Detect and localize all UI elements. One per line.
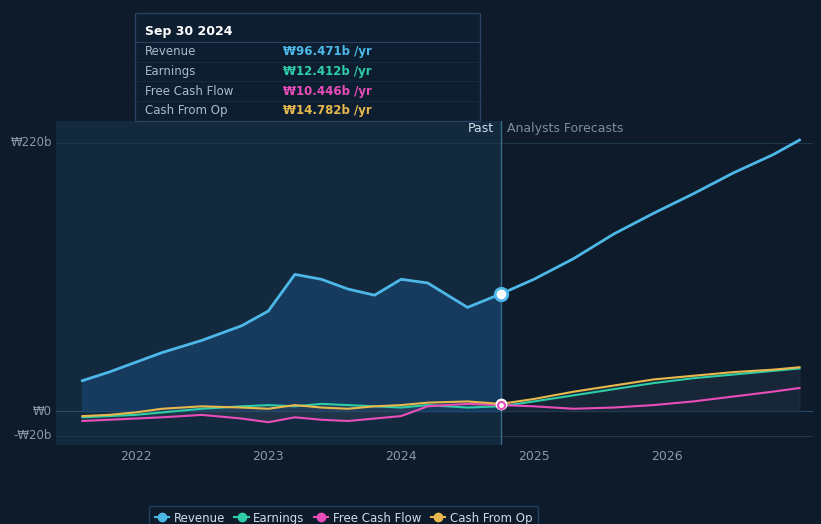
Text: Analysts Forecasts: Analysts Forecasts (507, 122, 624, 135)
Text: -₩20b: -₩20b (14, 429, 52, 442)
Legend: Revenue, Earnings, Free Cash Flow, Cash From Op: Revenue, Earnings, Free Cash Flow, Cash … (149, 506, 538, 524)
Text: ₩10.446b /yr: ₩10.446b /yr (283, 84, 372, 97)
Text: ₩220b: ₩220b (11, 136, 52, 149)
Text: ₩0: ₩0 (33, 405, 52, 418)
Text: Earnings: Earnings (145, 65, 197, 78)
Text: Cash From Op: Cash From Op (145, 104, 227, 117)
Text: Past: Past (468, 122, 494, 135)
Text: ₩12.412b /yr: ₩12.412b /yr (283, 65, 372, 78)
Bar (501, 121, 813, 445)
Text: ₩96.471b /yr: ₩96.471b /yr (283, 45, 372, 58)
Text: ₩14.782b /yr: ₩14.782b /yr (283, 104, 372, 117)
Text: Free Cash Flow: Free Cash Flow (145, 84, 234, 97)
Text: Sep 30 2024: Sep 30 2024 (145, 25, 233, 38)
Bar (56, 121, 501, 445)
Text: Revenue: Revenue (145, 45, 197, 58)
